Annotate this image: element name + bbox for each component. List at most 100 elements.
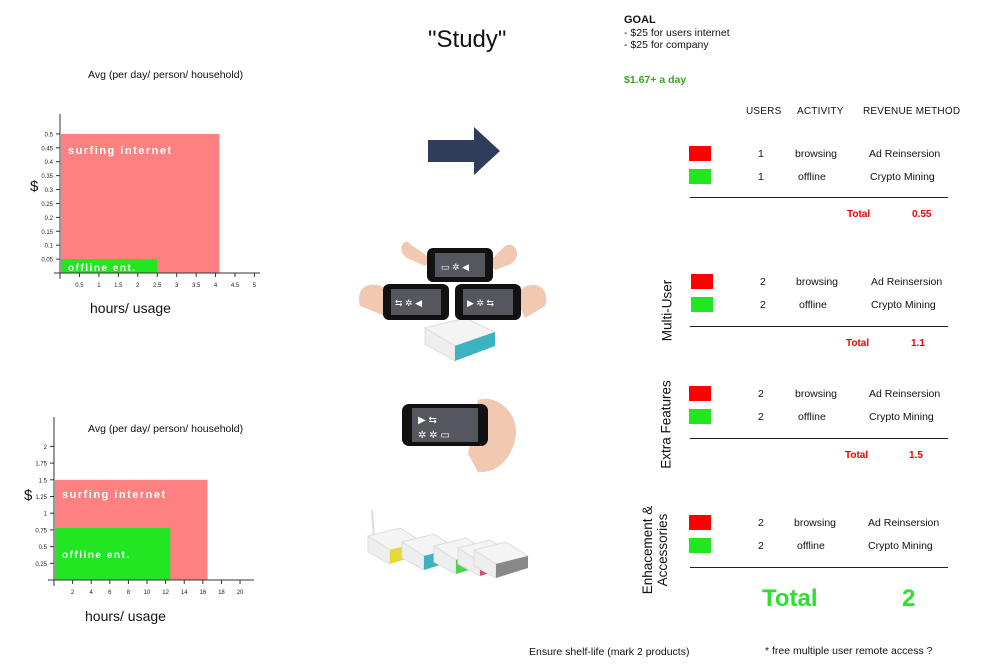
chart-1-ylabel: $ (30, 178, 39, 195)
total-label: Total (847, 209, 871, 220)
x-tick-label: 3.5 (192, 283, 201, 289)
x-tick-label: 16 (199, 590, 206, 596)
browsing-swatch (689, 146, 711, 161)
hand-holding-phone-image: ▶ ⇆ ✲ ✲ ▭ (402, 398, 517, 473)
y-tick-label: 0.2 (45, 216, 54, 222)
y-tick-label: 0.4 (45, 160, 54, 166)
total-label: Total (846, 338, 870, 349)
browsing-swatch (689, 515, 711, 530)
x-tick-label: 4 (214, 283, 218, 289)
users-value: 1 (758, 148, 764, 160)
bar-label: surfing internet (68, 145, 173, 157)
x-tick-label: 5 (253, 283, 257, 289)
activity-value: browsing (794, 517, 837, 529)
y-tick-label: 1.5 (39, 478, 48, 484)
method-value: Ad Reinsersion (871, 276, 943, 288)
x-tick-label: 20 (237, 590, 244, 596)
method-value: Ad Reinsersion (868, 517, 940, 529)
footer-right-note: * free multiple user remote access ? (765, 645, 933, 657)
users-value: 2 (758, 388, 764, 400)
header-activity: ACTIVITY (797, 106, 844, 117)
x-tick-label: 4 (90, 590, 94, 596)
offline-swatch (691, 297, 713, 312)
chart-2-ylabel: $ (24, 487, 33, 504)
footer-left-note: Ensure shelf-life (mark 2 products) (529, 646, 690, 658)
chart-1-xlabel: hours/ usage (90, 300, 171, 316)
chart-2-title: Avg (per day/ person/ household) (88, 423, 244, 435)
method-value: Crypto Mining (871, 299, 936, 311)
users-value: 2 (758, 411, 764, 423)
offline-swatch (689, 409, 711, 424)
x-tick-label: 2.5 (153, 283, 162, 289)
divider (690, 197, 948, 198)
svg-text:▶ ✲ ⇆: ▶ ✲ ⇆ (467, 298, 494, 308)
svg-text:⇆ ✲ ◀: ⇆ ✲ ◀ (395, 298, 422, 308)
bar-offline-ent (61, 259, 158, 273)
x-tick-label: 0.5 (75, 283, 84, 289)
goal-line-2: - $25 for company (624, 39, 709, 51)
x-tick-label: 1 (97, 283, 101, 289)
goal-line-1: - $25 for users internet (624, 27, 730, 39)
users-value: 1 (758, 171, 764, 183)
y-tick-label: 0.3 (45, 188, 54, 194)
x-tick-label: 10 (144, 590, 151, 596)
svg-text:▭ ✲ ◀: ▭ ✲ ◀ (441, 262, 469, 272)
users-value: 2 (758, 517, 764, 529)
y-tick-label: 0.75 (35, 528, 47, 534)
bar-surfing-internet (61, 133, 220, 273)
x-tick-label: 4.5 (231, 283, 240, 289)
offline-swatch (689, 169, 711, 184)
header-revenue-method: REVENUE METHOD (863, 106, 961, 117)
x-tick-label: 2 (71, 590, 75, 596)
y-tick-label: 0.05 (41, 258, 53, 264)
chart-2-xlabel: hours/ usage (85, 608, 166, 624)
x-tick-label: 8 (127, 590, 131, 596)
router-devices-image (366, 509, 530, 579)
activity-value: browsing (796, 276, 839, 288)
offline-swatch (689, 538, 711, 553)
users-value: 2 (760, 299, 766, 311)
y-tick-label: 0.5 (39, 545, 48, 551)
method-value: Crypto Mining (869, 411, 934, 423)
header-users: USERS (746, 106, 782, 117)
multi-user-label: Multi-User (659, 279, 675, 342)
chart-1: surfing internet offline ent. 0.5 1 1.5 2 2.5 3… (41, 114, 260, 289)
activity-value: offline (799, 299, 827, 311)
activity-value: offline (797, 540, 825, 552)
activity-value: browsing (795, 388, 838, 400)
grand-total-label: Total (762, 585, 818, 612)
divider (690, 438, 948, 439)
divider (690, 326, 948, 327)
browsing-swatch (689, 386, 711, 401)
x-tick-label: 14 (181, 590, 188, 596)
bar-offline-ent (55, 527, 171, 580)
activity-value: browsing (795, 148, 838, 160)
bar-label: surfing internet (62, 489, 167, 501)
x-tick-label: 6 (108, 590, 112, 596)
x-tick-label: 18 (218, 590, 225, 596)
users-value: 2 (760, 276, 766, 288)
chart-2: surfing internet offline ent. 2 4 6 8 10 12 14 16… (35, 417, 254, 596)
goal-daily-amount: $1.67+ a day (624, 74, 687, 86)
y-tick-label: 0.1 (45, 244, 54, 250)
page-title: "Study" (428, 26, 507, 53)
bar-label: offline ent. (62, 550, 131, 561)
divider (690, 567, 948, 568)
y-tick-label: 1 (44, 512, 48, 518)
svg-text:▶ ⇆: ▶ ⇆ (418, 415, 437, 426)
goal-heading: GOAL (624, 14, 656, 26)
hands-holding-phones-image: ▭ ✲ ◀ ⇆ ✲ ◀ ▶ ✲ ⇆ (359, 241, 547, 362)
svg-text:✲ ✲ ▭: ✲ ✲ ▭ (418, 430, 450, 441)
extra-features-label: Extra Features (658, 380, 674, 469)
y-tick-label: 0.5 (45, 132, 54, 138)
x-tick-label: 12 (162, 590, 169, 596)
browsing-swatch (691, 274, 713, 289)
total-label: Total (845, 450, 869, 461)
activity-value: offline (798, 411, 826, 423)
enhancement-label-line-2: Accessories (655, 513, 670, 587)
enhancement-accessories-label: Enhacement & Accessories (640, 495, 670, 605)
x-tick-label: 2 (136, 283, 140, 289)
x-tick-label: 3 (175, 283, 179, 289)
y-tick-label: 0.15 (41, 230, 53, 236)
arrow-right-icon (428, 127, 500, 175)
